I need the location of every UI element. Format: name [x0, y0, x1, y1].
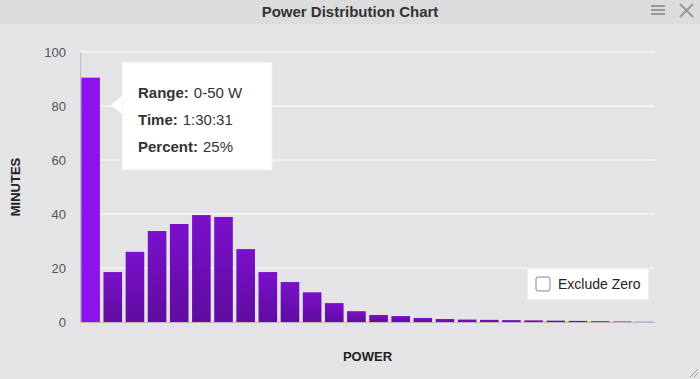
bar[interactable]	[281, 282, 300, 322]
bar[interactable]	[502, 320, 521, 322]
tooltip-row: Range: 0-50 W	[138, 84, 243, 101]
bar[interactable]	[325, 303, 344, 322]
bar[interactable]	[103, 272, 122, 322]
close-icon-line	[680, 4, 693, 17]
bar[interactable]	[591, 321, 610, 322]
checkbox[interactable]	[536, 277, 550, 291]
close-icon[interactable]	[680, 4, 693, 17]
bar[interactable]	[635, 321, 654, 322]
bar[interactable]	[347, 311, 366, 322]
tooltip-label: Time:	[138, 111, 178, 128]
title-bar	[0, 0, 700, 24]
bar[interactable]	[192, 215, 211, 322]
bars	[81, 78, 653, 322]
control-box	[527, 268, 649, 300]
bar[interactable]	[480, 320, 499, 322]
x-axis-title: POWER	[343, 349, 393, 364]
bar[interactable]	[524, 320, 543, 322]
bar[interactable]	[369, 315, 388, 322]
bar[interactable]	[391, 316, 410, 322]
x-axis	[81, 322, 656, 323]
y-tick: 100	[44, 45, 80, 60]
tooltip-label: Range:	[138, 84, 189, 101]
bar[interactable]	[436, 319, 455, 322]
resize-grip[interactable]	[690, 369, 698, 377]
y-tick: 80	[52, 99, 80, 114]
x-axis-line	[81, 322, 656, 323]
tooltip-box	[122, 62, 272, 170]
bar[interactable]	[569, 321, 588, 322]
y-axis-title: MINUTES	[8, 157, 23, 216]
bar[interactable]	[458, 320, 477, 322]
bar[interactable]	[259, 272, 278, 322]
bar[interactable]	[170, 224, 189, 322]
tooltip-row: Percent: 25%	[138, 138, 233, 155]
y-tick: 20	[52, 261, 80, 276]
tooltip-value: 0-50 W	[194, 84, 243, 101]
title: Power Distribution Chart	[262, 3, 439, 20]
tooltip-row: Time: 1:30:31	[138, 111, 233, 128]
menu-icon-line	[651, 5, 665, 7]
menu-icon-line	[651, 9, 665, 11]
bar[interactable]	[126, 252, 145, 322]
y-axis: 0 20 40 60 80 100	[44, 45, 80, 330]
tooltip: Range: 0-50 W Time: 1:30:31 Percent: 25%	[111, 62, 272, 170]
exclude-zero-control[interactable]: Exclude Zero	[527, 268, 649, 300]
bar[interactable]	[236, 249, 255, 322]
y-tick-label: 20	[52, 261, 66, 276]
close-icon-line	[680, 4, 693, 17]
tooltip-value: 1:30:31	[183, 111, 233, 128]
y-tick-label: 60	[52, 153, 66, 168]
tooltip-pointer	[111, 96, 122, 114]
background	[0, 0, 700, 379]
y-tick-label: 100	[44, 45, 66, 60]
y-tick: 40	[52, 207, 80, 222]
y-tick-label: 0	[59, 315, 66, 330]
grid-line	[80, 52, 655, 53]
menu-icon-line	[651, 13, 665, 15]
bar[interactable]	[613, 321, 632, 322]
checkbox-label: Exclude Zero	[558, 276, 641, 292]
y-tick: 0	[59, 315, 80, 330]
bar[interactable]	[214, 217, 233, 322]
bar[interactable]	[546, 321, 565, 322]
y-axis-line	[80, 53, 81, 323]
y-tick: 60	[52, 153, 80, 168]
menu-icon[interactable]	[651, 6, 665, 14]
y-tick-label: 80	[52, 99, 66, 114]
bar[interactable]	[414, 318, 433, 322]
tooltip-label: Percent:	[138, 138, 198, 155]
bar[interactable]	[148, 231, 167, 322]
bar[interactable]	[303, 292, 322, 322]
bar[interactable]	[81, 78, 100, 322]
tooltip-value: 25%	[203, 138, 233, 155]
y-tick-label: 40	[52, 207, 66, 222]
grid-line	[80, 214, 655, 215]
chart: Power Distribution Chart 0 20 40 60 80 100 MINU…	[0, 0, 700, 379]
grid	[80, 52, 655, 322]
